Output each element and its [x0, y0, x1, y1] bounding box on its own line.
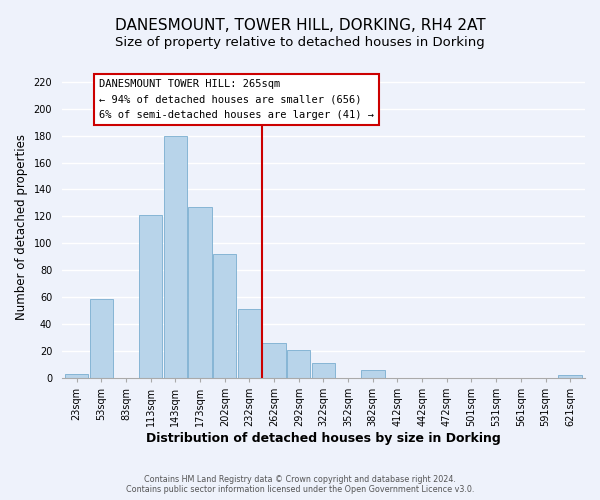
Bar: [312, 363, 335, 378]
Bar: [139, 215, 163, 378]
Text: Contains HM Land Registry data © Crown copyright and database right 2024.: Contains HM Land Registry data © Crown c…: [144, 475, 456, 484]
Bar: [188, 207, 212, 378]
Text: DANESMOUNT, TOWER HILL, DORKING, RH4 2AT: DANESMOUNT, TOWER HILL, DORKING, RH4 2AT: [115, 18, 485, 32]
Bar: [361, 370, 385, 378]
Bar: [213, 254, 236, 378]
Bar: [559, 376, 582, 378]
Bar: [238, 310, 261, 378]
Text: Contains public sector information licensed under the Open Government Licence v3: Contains public sector information licen…: [126, 485, 474, 494]
Bar: [65, 374, 88, 378]
X-axis label: Distribution of detached houses by size in Dorking: Distribution of detached houses by size …: [146, 432, 501, 445]
Bar: [89, 298, 113, 378]
Bar: [287, 350, 310, 378]
Text: DANESMOUNT TOWER HILL: 265sqm
← 94% of detached houses are smaller (656)
6% of s: DANESMOUNT TOWER HILL: 265sqm ← 94% of d…: [99, 79, 374, 120]
Bar: [262, 343, 286, 378]
Y-axis label: Number of detached properties: Number of detached properties: [15, 134, 28, 320]
Text: Size of property relative to detached houses in Dorking: Size of property relative to detached ho…: [115, 36, 485, 49]
Bar: [164, 136, 187, 378]
